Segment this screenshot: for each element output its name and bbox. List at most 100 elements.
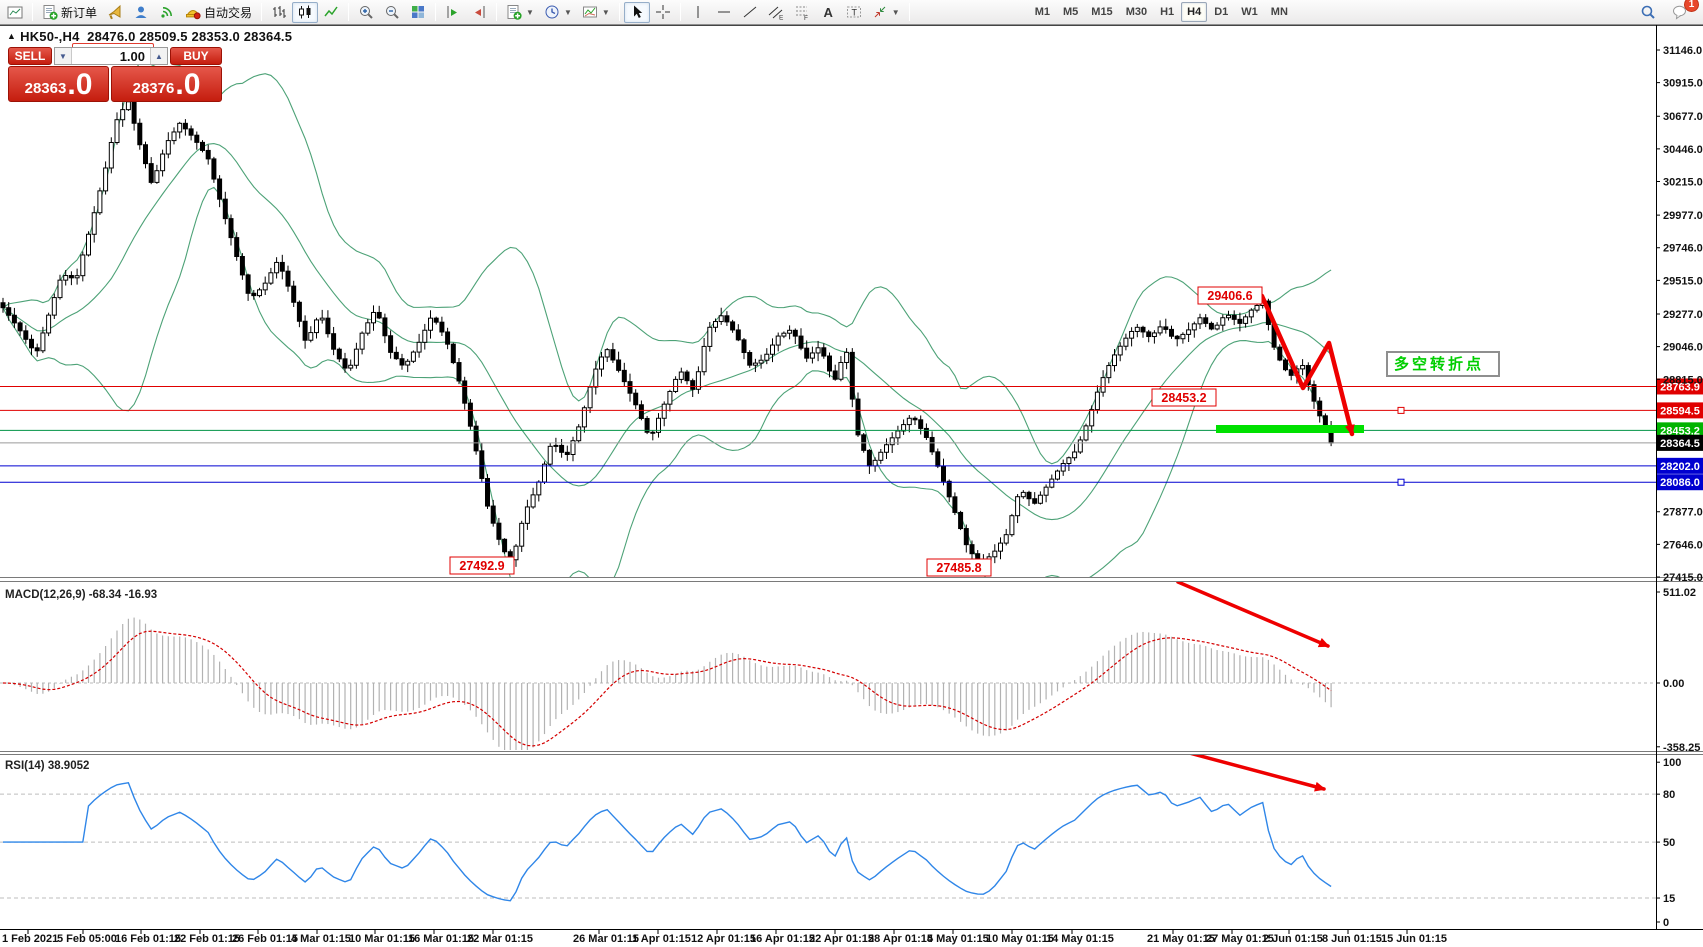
time-axis-label: 10 Mar 01:15	[349, 933, 415, 945]
trend-zigzag-arrow[interactable]	[1259, 293, 1355, 437]
axis-price-label-text: 28364.5	[1660, 438, 1700, 450]
fibonacci-button[interactable]: F	[789, 2, 815, 23]
price-tag-box[interactable]	[1151, 388, 1217, 407]
buy-price[interactable]: 28376.0	[111, 66, 222, 102]
time-axis-label: 15 Jun 01:15	[1381, 933, 1447, 945]
equidistant-channel-button[interactable]: E	[763, 2, 789, 23]
bar-chart-button[interactable]	[266, 2, 292, 23]
line-chart-button[interactable]	[318, 2, 344, 23]
price-tag-box[interactable]	[449, 556, 515, 575]
rsi-down-arrow[interactable]	[1167, 747, 1326, 792]
svg-text:T: T	[851, 8, 857, 18]
search-button[interactable]	[1635, 2, 1661, 23]
price-tag-text: 27492.9	[459, 559, 504, 573]
timeframe-w1-button[interactable]: W1	[1241, 6, 1258, 18]
crosshair-button[interactable]	[650, 2, 676, 23]
macd-down-arrow[interactable]	[1176, 582, 1330, 648]
volume-value[interactable]: 1.00	[119, 48, 145, 64]
bars-icon	[273, 6, 287, 18]
highlight-level-bar[interactable]	[1216, 425, 1364, 433]
clock-icon	[545, 5, 559, 19]
chart-title: ▲ HK50-,H4 28476.0 28509.5 28353.0 28364.…	[7, 29, 292, 44]
line-handle[interactable]	[1397, 406, 1405, 414]
buy-price-pips: 0	[183, 68, 201, 101]
axis-price-label	[1657, 422, 1703, 439]
candles-icon	[299, 5, 311, 19]
timeframe-d1-button[interactable]: D1	[1214, 6, 1229, 18]
horizontal-line-button[interactable]	[711, 2, 737, 23]
chart-window-icon[interactable]	[2, 2, 28, 23]
text-label-button[interactable]: T	[841, 2, 867, 23]
cursor-icon	[633, 5, 642, 18]
new-chart-button[interactable]: ▼	[501, 2, 539, 23]
time-axis-label: 10 May 01:15	[986, 933, 1054, 945]
axis-price-label	[1657, 378, 1703, 395]
tile-windows-button[interactable]	[405, 2, 431, 23]
time-axis-label: 4 Mar 01:15	[291, 933, 351, 945]
svg-text:E: E	[779, 15, 784, 21]
axis-price-label-text: 28594.5	[1660, 405, 1700, 417]
volume-decrease-button[interactable]: ▼	[55, 48, 72, 64]
templates-button[interactable]: ▼	[577, 2, 615, 23]
toolbar: 新订单 自动交易 ▼ ▼ ▼ E F A T ▼ M1 M5 M15 M30 H1 H4 D1 W1 MN 1	[0, 0, 1703, 25]
community-icon	[135, 6, 147, 18]
auto-trading-button[interactable]: 自动交易	[180, 2, 257, 23]
sell-price[interactable]: 28363.0	[8, 66, 109, 102]
arrows-button[interactable]: ▼	[867, 2, 905, 23]
rsi-axis-label: 100	[1663, 757, 1681, 769]
timeframe-h4-button[interactable]: H4	[1181, 2, 1208, 22]
alerts-horn-button[interactable]	[102, 2, 128, 23]
zoom-out-button[interactable]	[379, 2, 405, 23]
signals-icon	[161, 7, 173, 18]
time-axis-label: 26 Feb 01:15	[232, 933, 298, 945]
volume-stepper[interactable]: ▼ 1.00 ▲	[54, 47, 168, 65]
community-button[interactable]	[128, 2, 154, 23]
timeframe-m30-button[interactable]: M30	[1125, 6, 1148, 18]
chat-button[interactable]: 1	[1667, 0, 1699, 23]
timeframe-h1-button[interactable]: H1	[1160, 6, 1175, 18]
sell-price-pips: 0	[75, 68, 93, 101]
timeframe-m15-button[interactable]: M15	[1091, 6, 1113, 18]
price-tag-text: 28453.2	[1161, 391, 1206, 405]
price-tag-box[interactable]	[1197, 286, 1263, 305]
timeframe-mn-button[interactable]: MN	[1270, 6, 1288, 18]
chat-icon	[1673, 5, 1686, 20]
zoom-in-button[interactable]	[353, 2, 379, 23]
trendline-button[interactable]	[737, 2, 763, 23]
turning-point-box[interactable]	[1386, 351, 1500, 377]
toolbar-separator	[348, 3, 350, 21]
buy-button[interactable]: BUY	[170, 47, 222, 65]
time-axis-label: 2 Jun 01:15	[1263, 933, 1323, 945]
time-axis-label: 22 Feb 01:15	[174, 933, 240, 945]
periods-button[interactable]: ▼	[539, 2, 577, 23]
ohlc-values: 28476.0 28509.5 28353.0 28364.5	[87, 29, 293, 44]
auto-trading-button-label: 自动交易	[204, 5, 253, 20]
line-handle[interactable]	[1397, 478, 1405, 486]
cursor-button[interactable]	[623, 1, 650, 23]
time-axis-label: 1 Apr 01:15	[632, 933, 691, 945]
time-axis-label: 28 Apr 01:15	[868, 933, 933, 945]
sell-button[interactable]: SELL	[8, 47, 52, 65]
price-tag-box[interactable]	[926, 558, 992, 577]
neworder-icon	[507, 5, 522, 20]
time-axis-label: 16 Feb 01:15	[115, 933, 181, 945]
candlestick-chart-button[interactable]	[292, 1, 319, 23]
channel-icon: E	[768, 6, 784, 21]
text-button[interactable]: A	[815, 2, 841, 23]
svg-text:F: F	[804, 15, 808, 20]
new-order-button[interactable]: 新订单	[37, 2, 102, 23]
price-axis[interactable]: 31146.0 30915.0 30677.0 30446.0 30215.0 29977…	[1656, 45, 1703, 929]
chart-shift-button[interactable]	[466, 2, 492, 23]
time-axis-label: 1 Feb 2021	[2, 933, 58, 945]
price-axis-label: 30446.0	[1663, 144, 1703, 156]
volume-increase-button[interactable]: ▲	[150, 48, 167, 64]
timeframe-m1-button[interactable]: M1	[1034, 6, 1050, 18]
auto-scroll-button[interactable]	[440, 2, 466, 23]
price-axis-label: 30915.0	[1663, 78, 1703, 90]
signals-button[interactable]	[154, 2, 180, 23]
timeframe-m5-button[interactable]: M5	[1063, 6, 1079, 18]
price-axis-label: 31146.0	[1663, 45, 1702, 57]
vertical-line-button[interactable]	[685, 2, 711, 23]
